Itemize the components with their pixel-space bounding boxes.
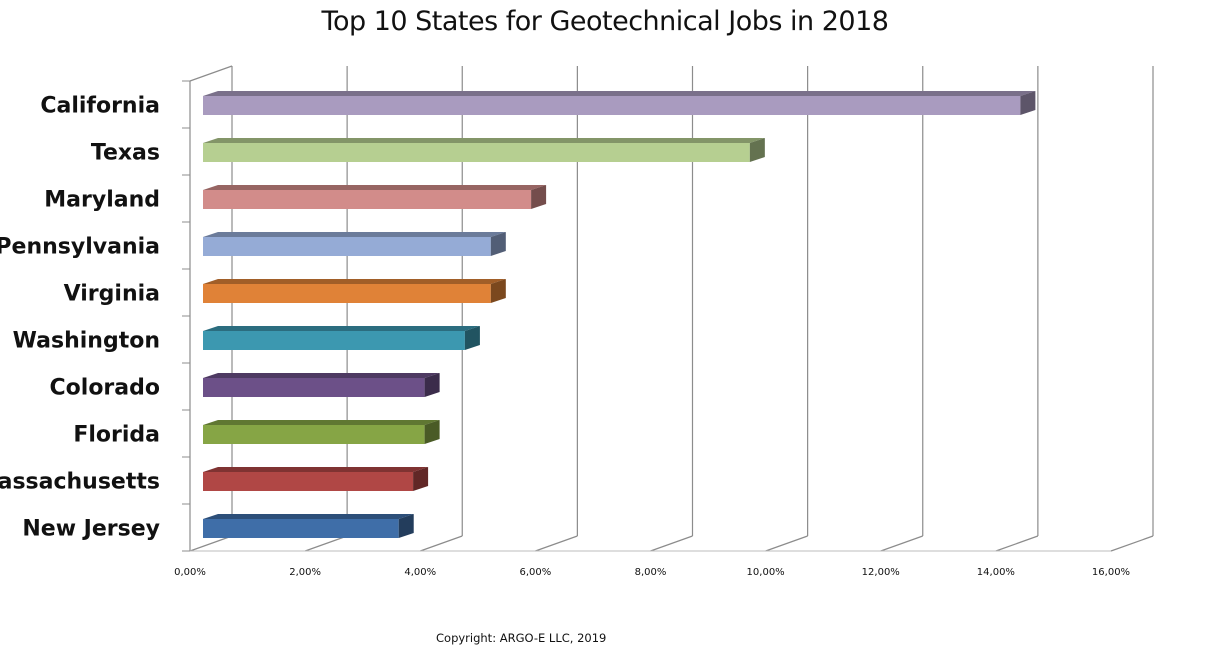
category-label: Pennsylvania: [0, 235, 160, 260]
bar-top-face: [203, 279, 506, 284]
x-tick-label: 16,00%: [1092, 567, 1130, 578]
x-tick-label: 12,00%: [862, 567, 900, 578]
x-tick-label: 0,00%: [174, 567, 206, 578]
floor-gridline: [1110, 535, 1154, 552]
bar-layer: [203, 91, 1036, 538]
bar-top-face: [203, 326, 480, 331]
bar-front-face: [203, 237, 491, 256]
bar-front-face: [203, 96, 1021, 115]
bar-front-face: [203, 425, 425, 444]
category-label: Massachusetts: [0, 470, 160, 495]
bar-front-face: [203, 472, 414, 491]
bar-front-face: [203, 519, 399, 538]
bar: [203, 185, 547, 209]
floor-gridline: [995, 535, 1039, 552]
bar-top-face: [203, 91, 1036, 96]
bar-end-face: [531, 185, 547, 209]
bar-end-face: [424, 373, 440, 397]
x-tick-labels: 0,00% 2,00% 4,00% 6,00% 8,00% 10,00% 12,00% 14,…: [174, 567, 1130, 578]
bar-top-face: [203, 232, 506, 237]
bar-end-face: [413, 467, 429, 491]
floor-gridline: [304, 535, 348, 552]
bar: [203, 467, 429, 491]
bar-end-face: [490, 279, 506, 303]
floor-gridline: [535, 535, 578, 552]
category-label: Washington: [13, 329, 160, 354]
bar: [203, 373, 440, 397]
bar-front-face: [203, 378, 425, 397]
bar-top-face: [203, 138, 765, 143]
x-tick-label: 4,00%: [404, 567, 436, 578]
category-label: California: [40, 94, 160, 119]
bar: [203, 514, 414, 538]
bar-end-face: [424, 420, 440, 444]
bar: [203, 232, 506, 256]
bar: [203, 91, 1036, 115]
bar-top-face: [203, 514, 414, 519]
floor-gridline: [880, 535, 923, 552]
floor-gridline: [189, 535, 233, 552]
x-tick-label: 10,00%: [747, 567, 785, 578]
floor-gridline: [650, 535, 693, 552]
bar-front-face: [203, 190, 532, 209]
bar-end-face: [1020, 91, 1036, 115]
bar-top-face: [203, 373, 440, 378]
x-tick-label: 6,00%: [519, 567, 551, 578]
bar-top-face: [203, 420, 440, 425]
copyright-note: Copyright: ARGO-E LLC, 2019: [436, 631, 607, 645]
side-wall-top: [189, 65, 233, 82]
bar-top-face: [203, 185, 547, 190]
bar-front-face: [203, 143, 750, 162]
category-label: Colorado: [50, 376, 160, 401]
category-label: Florida: [73, 423, 160, 448]
category-labels: California Texas Maryland Pennsylvania Virgi…: [0, 94, 160, 542]
bar: [203, 326, 480, 350]
bar: [203, 420, 440, 444]
bar-front-face: [203, 331, 465, 350]
bar: [203, 138, 765, 162]
bar-end-face: [464, 326, 480, 350]
floor-gridline: [420, 535, 463, 552]
chart-title: Top 10 States for Geotechnical Jobs in 2…: [321, 6, 889, 37]
category-label: New Jersey: [22, 517, 160, 542]
bar-end-face: [490, 232, 506, 256]
x-tick-label: 14,00%: [977, 567, 1015, 578]
category-label: Maryland: [44, 188, 160, 213]
bar: [203, 279, 506, 303]
floor-gridline: [765, 535, 808, 552]
x-tick-label: 8,00%: [635, 567, 667, 578]
category-label: Texas: [91, 141, 160, 166]
category-label: Virginia: [64, 282, 160, 307]
bar-end-face: [749, 138, 765, 162]
bar-end-face: [398, 514, 414, 538]
bar-front-face: [203, 284, 491, 303]
x-tick-label: 2,00%: [289, 567, 321, 578]
bar-top-face: [203, 467, 429, 472]
